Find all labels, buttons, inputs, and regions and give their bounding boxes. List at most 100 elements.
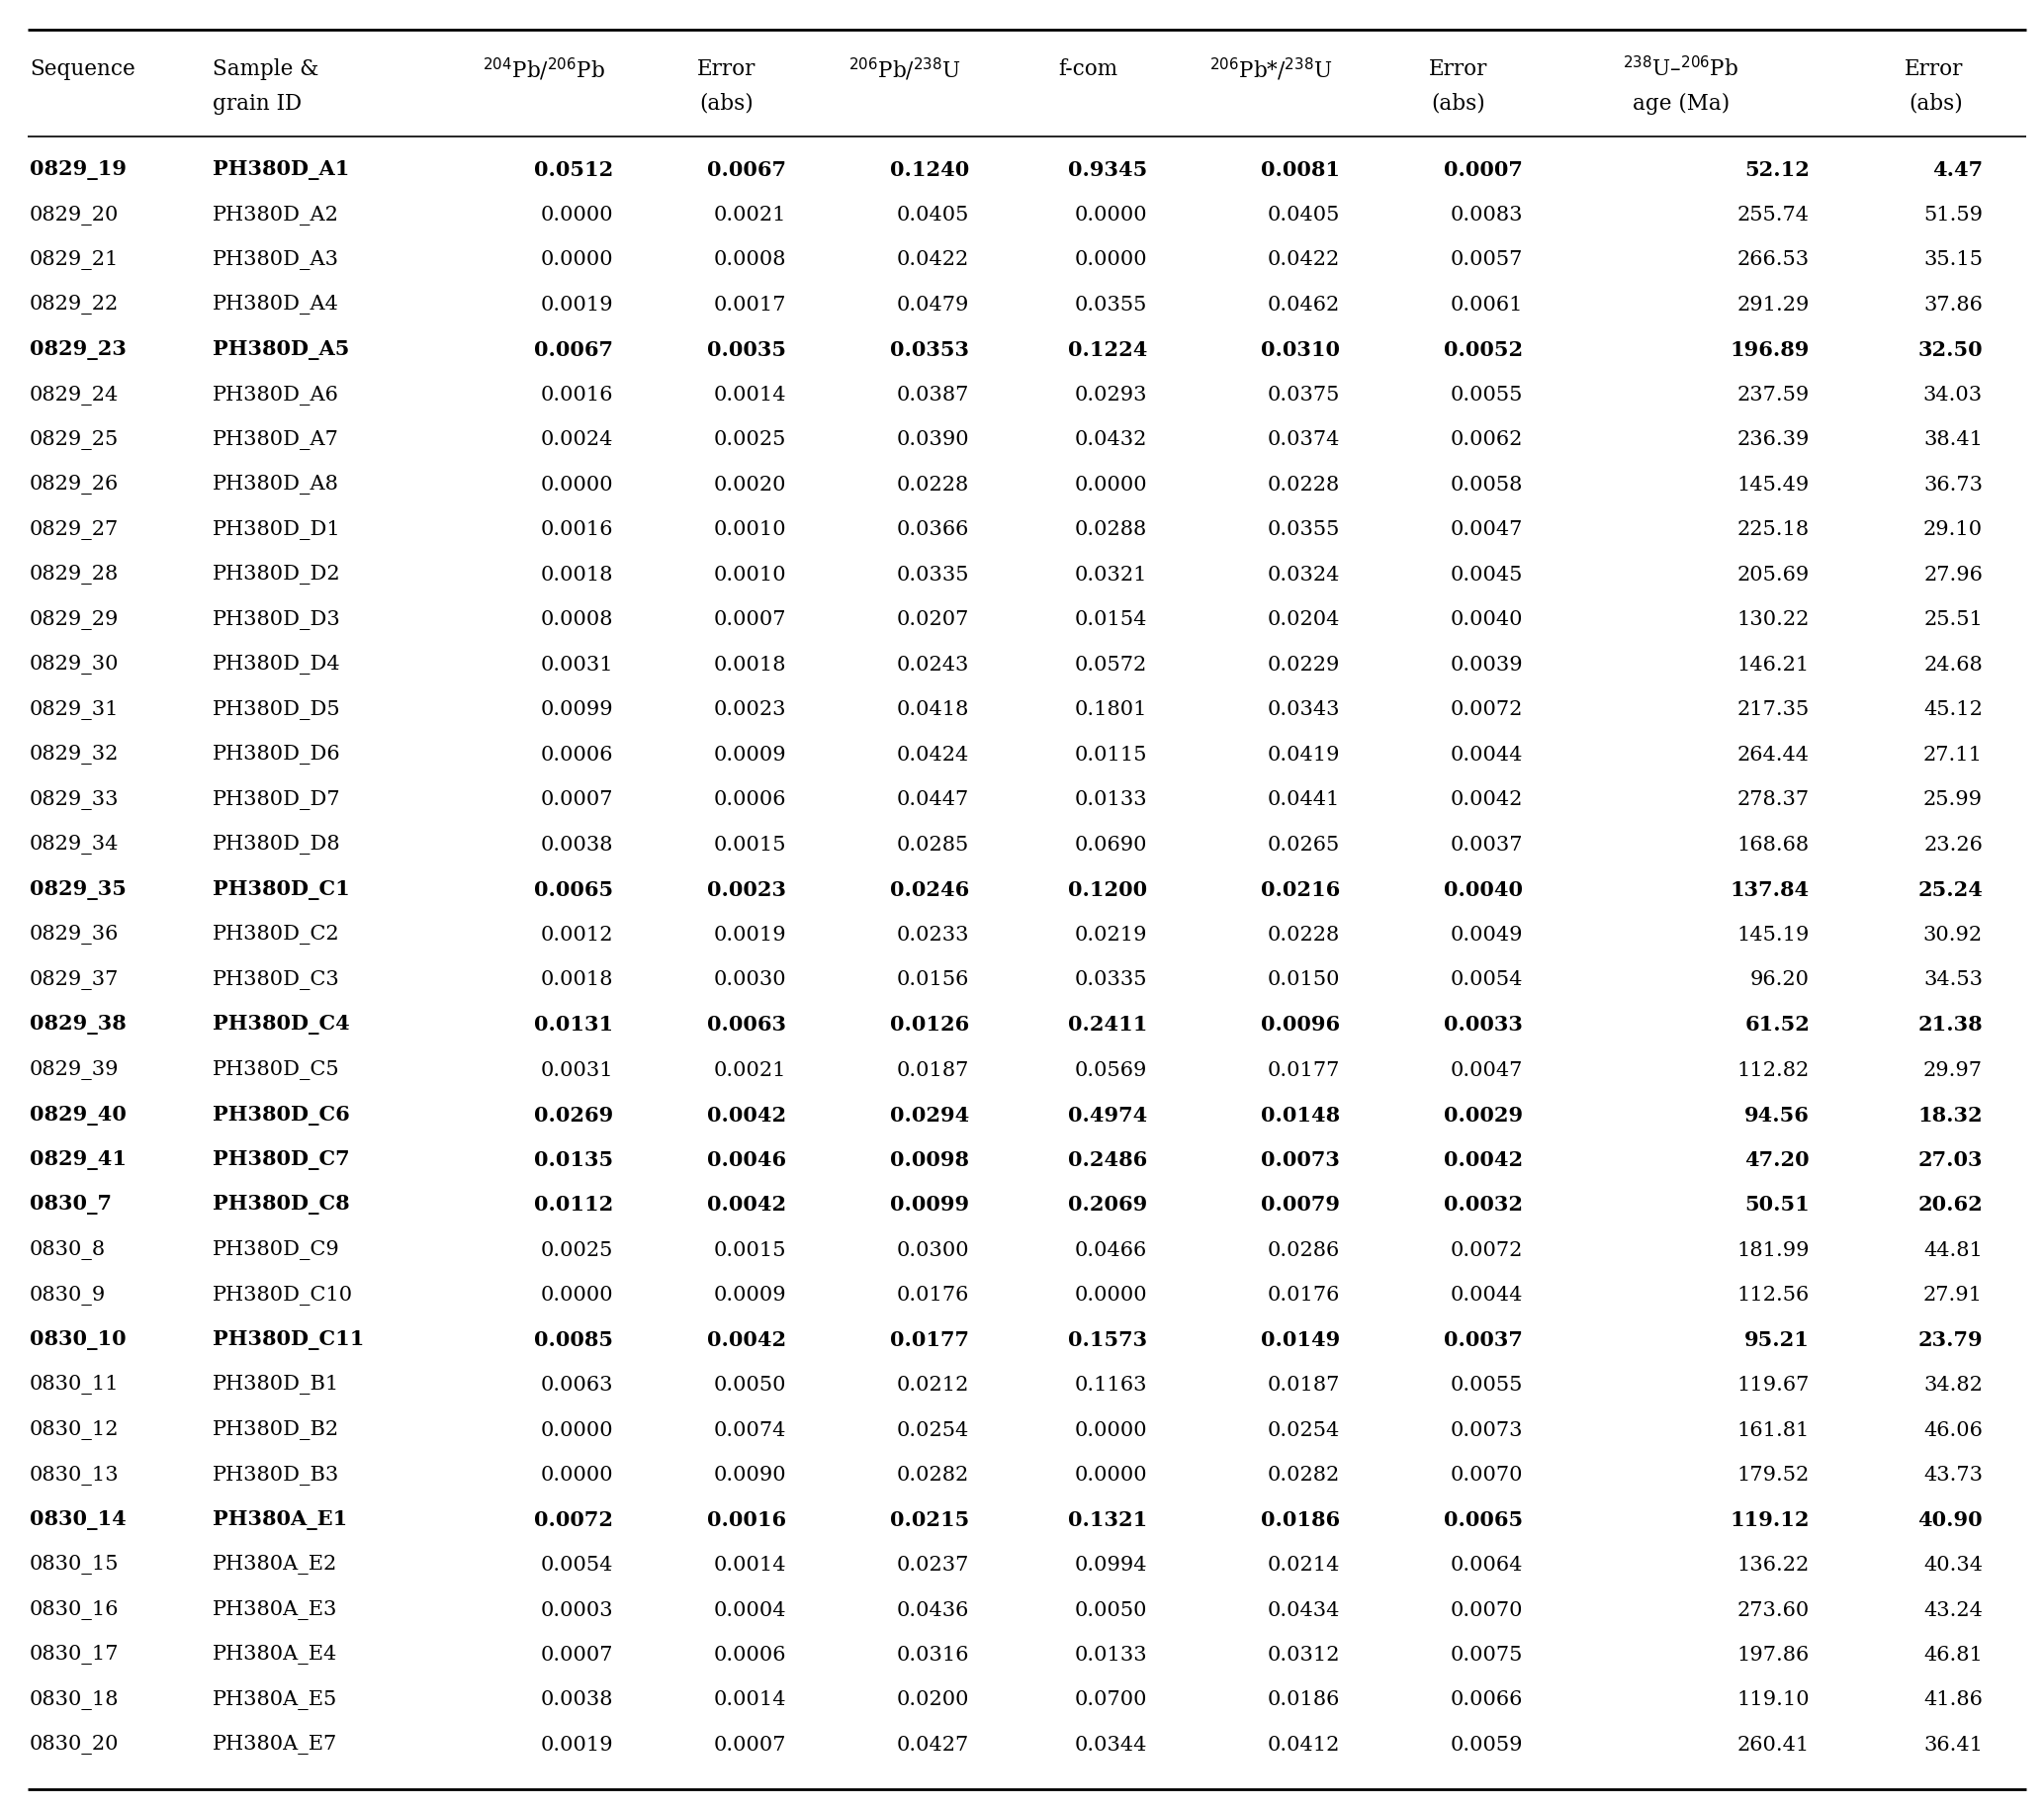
- Text: 0.0316: 0.0316: [897, 1645, 969, 1665]
- Text: 179.52: 179.52: [1737, 1466, 1809, 1484]
- Text: 0.0312: 0.0312: [1267, 1645, 1341, 1665]
- Text: 0.0441: 0.0441: [1267, 790, 1341, 810]
- Text: 0829_38: 0829_38: [31, 1016, 127, 1034]
- Text: 0.0419: 0.0419: [1267, 745, 1341, 765]
- Text: 37.86: 37.86: [1923, 297, 1983, 315]
- Text: 0830_16: 0830_16: [31, 1600, 119, 1620]
- Text: 0.0133: 0.0133: [1075, 790, 1147, 810]
- Text: 0.0055: 0.0055: [1451, 1376, 1523, 1394]
- Text: 25.51: 25.51: [1923, 611, 1983, 629]
- Text: 0.0156: 0.0156: [897, 971, 969, 989]
- Text: 0.0006: 0.0006: [713, 790, 787, 810]
- Text: PH380D_A6: PH380D_A6: [213, 385, 339, 405]
- Text: 21.38: 21.38: [1917, 1016, 1983, 1034]
- Text: 0.0000: 0.0000: [1075, 476, 1147, 495]
- Text: 0.0072: 0.0072: [1451, 702, 1523, 720]
- Text: 0.0099: 0.0099: [540, 702, 613, 720]
- Text: 27.96: 27.96: [1923, 566, 1983, 584]
- Text: PH380D_C6: PH380D_C6: [213, 1105, 350, 1125]
- Text: 0.0073: 0.0073: [1261, 1150, 1341, 1170]
- Text: 0829_40: 0829_40: [31, 1105, 127, 1125]
- Text: 0.0214: 0.0214: [1267, 1557, 1341, 1575]
- Text: 0.0237: 0.0237: [897, 1557, 969, 1575]
- Text: 0.0065: 0.0065: [1443, 1510, 1523, 1530]
- Text: 0.0294: 0.0294: [889, 1105, 969, 1125]
- Text: Sequence: Sequence: [31, 58, 135, 80]
- Text: PH380A_E5: PH380A_E5: [213, 1690, 337, 1710]
- Text: 0.0148: 0.0148: [1261, 1105, 1341, 1125]
- Text: 145.49: 145.49: [1737, 476, 1809, 495]
- Text: 0.0016: 0.0016: [540, 521, 613, 539]
- Text: 0.0057: 0.0057: [1451, 251, 1523, 269]
- Text: 0.0569: 0.0569: [1075, 1061, 1147, 1079]
- Text: 0829_33: 0829_33: [31, 790, 119, 810]
- Text: 0.9345: 0.9345: [1067, 161, 1147, 181]
- Text: 0.0083: 0.0083: [1449, 206, 1523, 224]
- Text: PH380A_E7: PH380A_E7: [213, 1736, 337, 1756]
- Text: 0.0366: 0.0366: [897, 521, 969, 539]
- Text: 43.73: 43.73: [1923, 1466, 1983, 1484]
- Text: 0829_39: 0829_39: [31, 1059, 119, 1079]
- Text: 0.0219: 0.0219: [1075, 926, 1147, 944]
- Text: 0.0046: 0.0046: [707, 1150, 787, 1170]
- Text: 273.60: 273.60: [1737, 1600, 1809, 1620]
- Text: 0.0009: 0.0009: [713, 745, 787, 765]
- Text: Error: Error: [1429, 58, 1488, 80]
- Text: 0.0422: 0.0422: [1267, 251, 1341, 269]
- Text: 0.0115: 0.0115: [1075, 745, 1147, 765]
- Text: 119.67: 119.67: [1737, 1376, 1809, 1394]
- Text: 0.0126: 0.0126: [889, 1016, 969, 1034]
- Text: 0.0418: 0.0418: [897, 702, 969, 720]
- Text: 0.0000: 0.0000: [540, 251, 613, 269]
- Text: 0.0059: 0.0059: [1449, 1736, 1523, 1754]
- Text: 0830_20: 0830_20: [31, 1736, 119, 1756]
- Text: 0.0216: 0.0216: [1261, 880, 1341, 900]
- Text: 0.0466: 0.0466: [1075, 1240, 1147, 1260]
- Text: 44.81: 44.81: [1923, 1240, 1983, 1260]
- Text: 0830_10: 0830_10: [31, 1331, 127, 1351]
- Text: 0.0065: 0.0065: [533, 880, 613, 900]
- Text: PH380D_C10: PH380D_C10: [213, 1285, 354, 1305]
- Text: 0.0008: 0.0008: [540, 611, 613, 629]
- Text: 0.1163: 0.1163: [1075, 1376, 1147, 1394]
- Text: 0.0212: 0.0212: [897, 1376, 969, 1394]
- Text: 0.0042: 0.0042: [707, 1195, 787, 1215]
- Text: 0.0042: 0.0042: [1451, 790, 1523, 810]
- Text: 0.0243: 0.0243: [897, 656, 969, 674]
- Text: 0.0062: 0.0062: [1451, 430, 1523, 450]
- Text: 0.0254: 0.0254: [897, 1421, 969, 1439]
- Text: 0.0007: 0.0007: [713, 611, 787, 629]
- Text: 51.59: 51.59: [1923, 206, 1983, 224]
- Text: 0830_14: 0830_14: [31, 1510, 127, 1530]
- Text: PH380D_C5: PH380D_C5: [213, 1059, 339, 1079]
- Text: 95.21: 95.21: [1744, 1331, 1809, 1351]
- Text: 278.37: 278.37: [1737, 790, 1809, 810]
- Text: 0.0300: 0.0300: [895, 1240, 969, 1260]
- Text: 119.10: 119.10: [1737, 1690, 1809, 1710]
- Text: 0.0038: 0.0038: [540, 1690, 613, 1710]
- Text: 236.39: 236.39: [1737, 430, 1809, 450]
- Text: 0.0075: 0.0075: [1451, 1645, 1523, 1665]
- Text: 0.0150: 0.0150: [1267, 971, 1341, 989]
- Text: 0.0177: 0.0177: [1267, 1061, 1341, 1079]
- Text: 260.41: 260.41: [1737, 1736, 1809, 1754]
- Text: 0.0344: 0.0344: [1075, 1736, 1147, 1754]
- Text: 0829_22: 0829_22: [31, 295, 119, 315]
- Text: 0829_27: 0829_27: [31, 521, 119, 541]
- Text: 27.03: 27.03: [1917, 1150, 1983, 1170]
- Text: 0.0018: 0.0018: [540, 566, 613, 584]
- Text: 0.0375: 0.0375: [1267, 385, 1341, 405]
- Text: PH380D_B3: PH380D_B3: [213, 1464, 339, 1484]
- Text: 0.0004: 0.0004: [713, 1600, 787, 1620]
- Text: 0.0040: 0.0040: [1449, 611, 1523, 629]
- Text: 24.68: 24.68: [1923, 656, 1983, 674]
- Text: 0.0254: 0.0254: [1267, 1421, 1341, 1439]
- Text: PH380D_D5: PH380D_D5: [213, 700, 341, 720]
- Text: (abs): (abs): [1909, 92, 1962, 114]
- Text: 0.0049: 0.0049: [1449, 926, 1523, 944]
- Text: 0.0074: 0.0074: [713, 1421, 787, 1439]
- Text: 0829_36: 0829_36: [31, 926, 119, 946]
- Text: 0.0265: 0.0265: [1267, 835, 1341, 855]
- Text: 0.0186: 0.0186: [1267, 1690, 1341, 1710]
- Text: 0.0000: 0.0000: [1075, 1466, 1147, 1484]
